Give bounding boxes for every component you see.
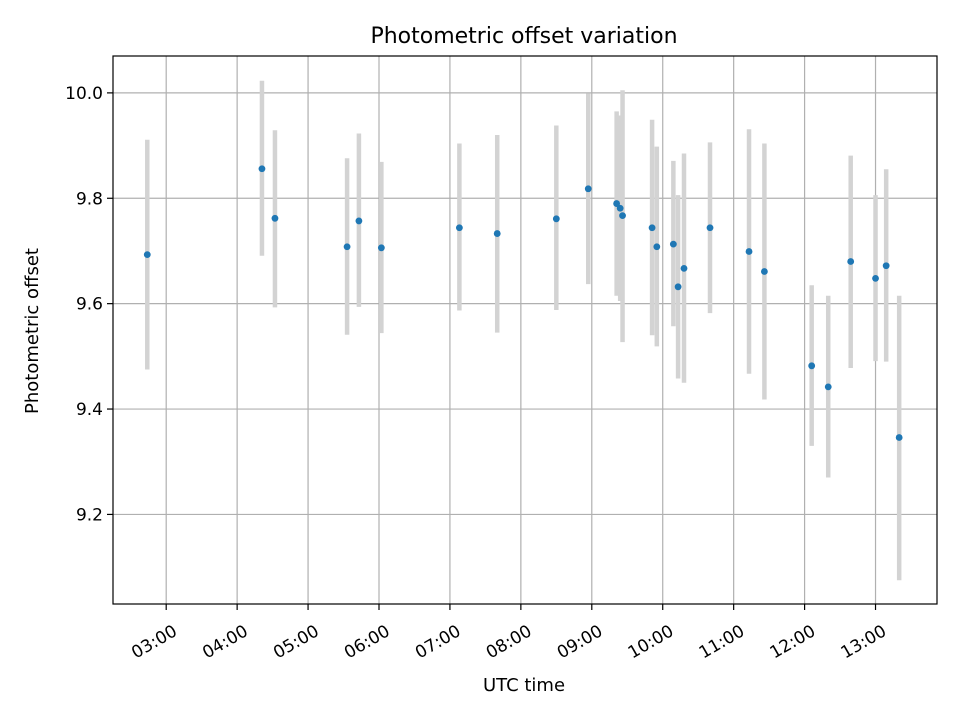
x-tick-label: 08:00: [483, 621, 535, 663]
data-point: [649, 224, 656, 231]
data-point: [344, 243, 351, 250]
x-tick-label: 04:00: [199, 621, 251, 663]
chart-title: Photometric offset variation: [370, 24, 677, 49]
x-axis-label: UTC time: [483, 675, 565, 696]
x-tick-label: 05:00: [270, 621, 322, 663]
data-point: [144, 251, 151, 258]
data-point: [494, 230, 501, 237]
data-point: [585, 185, 592, 192]
y-tick-label: 9.8: [76, 189, 103, 209]
data-point: [808, 362, 815, 369]
x-tick-label: 10:00: [625, 621, 677, 663]
data-point: [378, 244, 385, 251]
y-tick-label: 9.4: [76, 400, 103, 420]
error-bars: [147, 81, 899, 581]
x-axis-ticks: 03:00 04:00 05:00 06:00 07:00 08:00 09:00 10:00…: [128, 604, 890, 663]
data-point: [617, 205, 624, 212]
data-point: [670, 241, 677, 248]
data-point: [259, 165, 266, 172]
data-point: [355, 218, 362, 225]
data-point: [675, 283, 682, 290]
data-point: [681, 265, 688, 272]
data-point: [456, 224, 463, 231]
data-point: [883, 262, 890, 269]
y-axis-ticks: 9.2 9.4 9.6 9.8 10.0: [65, 84, 113, 526]
data-point: [272, 215, 279, 222]
data-point: [896, 434, 903, 441]
data-point: [872, 275, 879, 282]
y-tick-label: 10.0: [65, 84, 103, 104]
data-point: [847, 258, 854, 265]
data-point: [553, 215, 560, 222]
y-axis-label: Photometric offset: [22, 248, 43, 414]
x-tick-label: 06:00: [341, 621, 393, 663]
x-tick-label: 13:00: [838, 621, 890, 663]
data-point: [653, 243, 660, 250]
x-tick-label: 09:00: [554, 621, 606, 663]
x-tick-label: 11:00: [696, 621, 748, 663]
data-point: [761, 268, 768, 275]
data-point: [746, 248, 753, 255]
data-point: [707, 224, 714, 231]
x-tick-label: 12:00: [767, 621, 819, 663]
data-point: [619, 212, 626, 219]
x-tick-label: 03:00: [128, 621, 180, 663]
y-tick-label: 9.2: [76, 505, 103, 525]
data-point: [825, 384, 832, 391]
x-tick-label: 07:00: [412, 621, 464, 663]
y-tick-label: 9.6: [76, 295, 103, 315]
